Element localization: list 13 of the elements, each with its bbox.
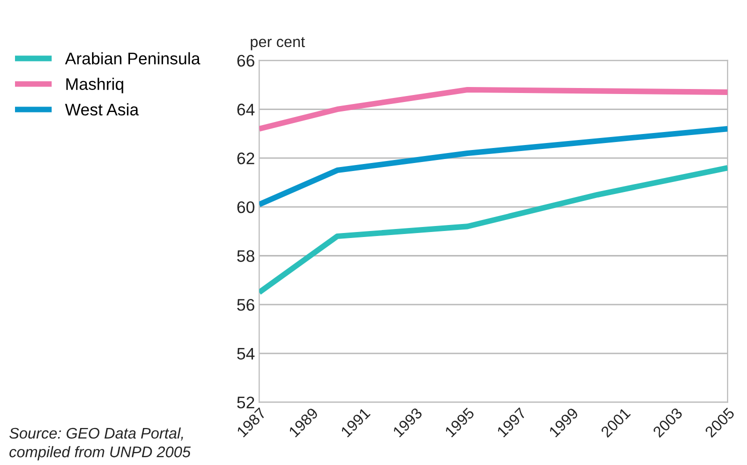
y-tick-label: 56 bbox=[237, 298, 254, 311]
legend-label: Arabian Peninsula bbox=[65, 52, 200, 64]
y-axis-title: per cent bbox=[250, 37, 305, 50]
y-tick-label: 66 bbox=[237, 54, 254, 67]
source-note: Source: GEO Data Portal, compiled from UNPD 2005 bbox=[9, 427, 191, 460]
y-tick-label: 54 bbox=[237, 348, 255, 360]
y-tick-label: 62 bbox=[237, 152, 254, 164]
y-tick-label: 64 bbox=[237, 104, 255, 116]
legend-label: Mashriq bbox=[66, 78, 124, 94]
y-tick-label: 52 bbox=[237, 396, 254, 408]
y-tick-label: 60 bbox=[237, 201, 254, 214]
y-tick-label: 58 bbox=[237, 250, 254, 262]
legend-label: West Asia bbox=[65, 103, 139, 116]
